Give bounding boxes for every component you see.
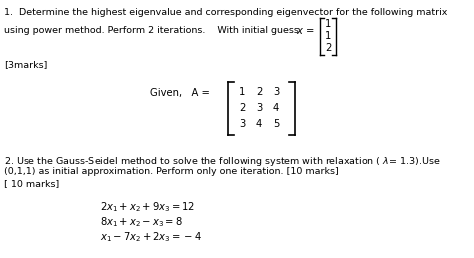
Text: 3: 3 — [256, 103, 262, 113]
Text: $8x_1 + x_2 - x_3 = 8$: $8x_1 + x_2 - x_3 = 8$ — [100, 215, 183, 229]
Text: Given,   A =: Given, A = — [150, 88, 210, 98]
Text: 1: 1 — [325, 31, 331, 41]
Text: 3: 3 — [273, 87, 279, 97]
Text: $2x_1 + x_2 + 9x_3 = 12$: $2x_1 + x_2 + 9x_3 = 12$ — [100, 200, 195, 214]
Text: $x_1 - 7x_2 + 2x_3 = -4$: $x_1 - 7x_2 + 2x_3 = -4$ — [100, 230, 202, 244]
Text: 2. Use the Gauss-Seidel method to solve the following system with relaxation ( $: 2. Use the Gauss-Seidel method to solve … — [4, 155, 440, 168]
Text: 1: 1 — [239, 87, 245, 97]
Text: 4: 4 — [256, 119, 262, 129]
Text: using power method. Perform 2 iterations.    With initial guess: using power method. Perform 2 iterations… — [4, 26, 308, 35]
Text: [3marks]: [3marks] — [4, 60, 47, 69]
Text: $x$ =: $x$ = — [296, 26, 315, 36]
Text: (0,1,1) as initial approximation. Perform only one iteration. [10 marks]: (0,1,1) as initial approximation. Perfor… — [4, 167, 339, 176]
Text: [ 10 marks]: [ 10 marks] — [4, 179, 59, 188]
Text: 4: 4 — [273, 103, 279, 113]
Text: 2: 2 — [256, 87, 262, 97]
Text: 5: 5 — [273, 119, 279, 129]
Text: 2: 2 — [239, 103, 245, 113]
Text: 3: 3 — [239, 119, 245, 129]
Text: 2: 2 — [325, 43, 331, 53]
Text: 1.  Determine the highest eigenvalue and corresponding eigenvector for the follo: 1. Determine the highest eigenvalue and … — [4, 8, 447, 17]
Text: 1: 1 — [325, 19, 331, 29]
